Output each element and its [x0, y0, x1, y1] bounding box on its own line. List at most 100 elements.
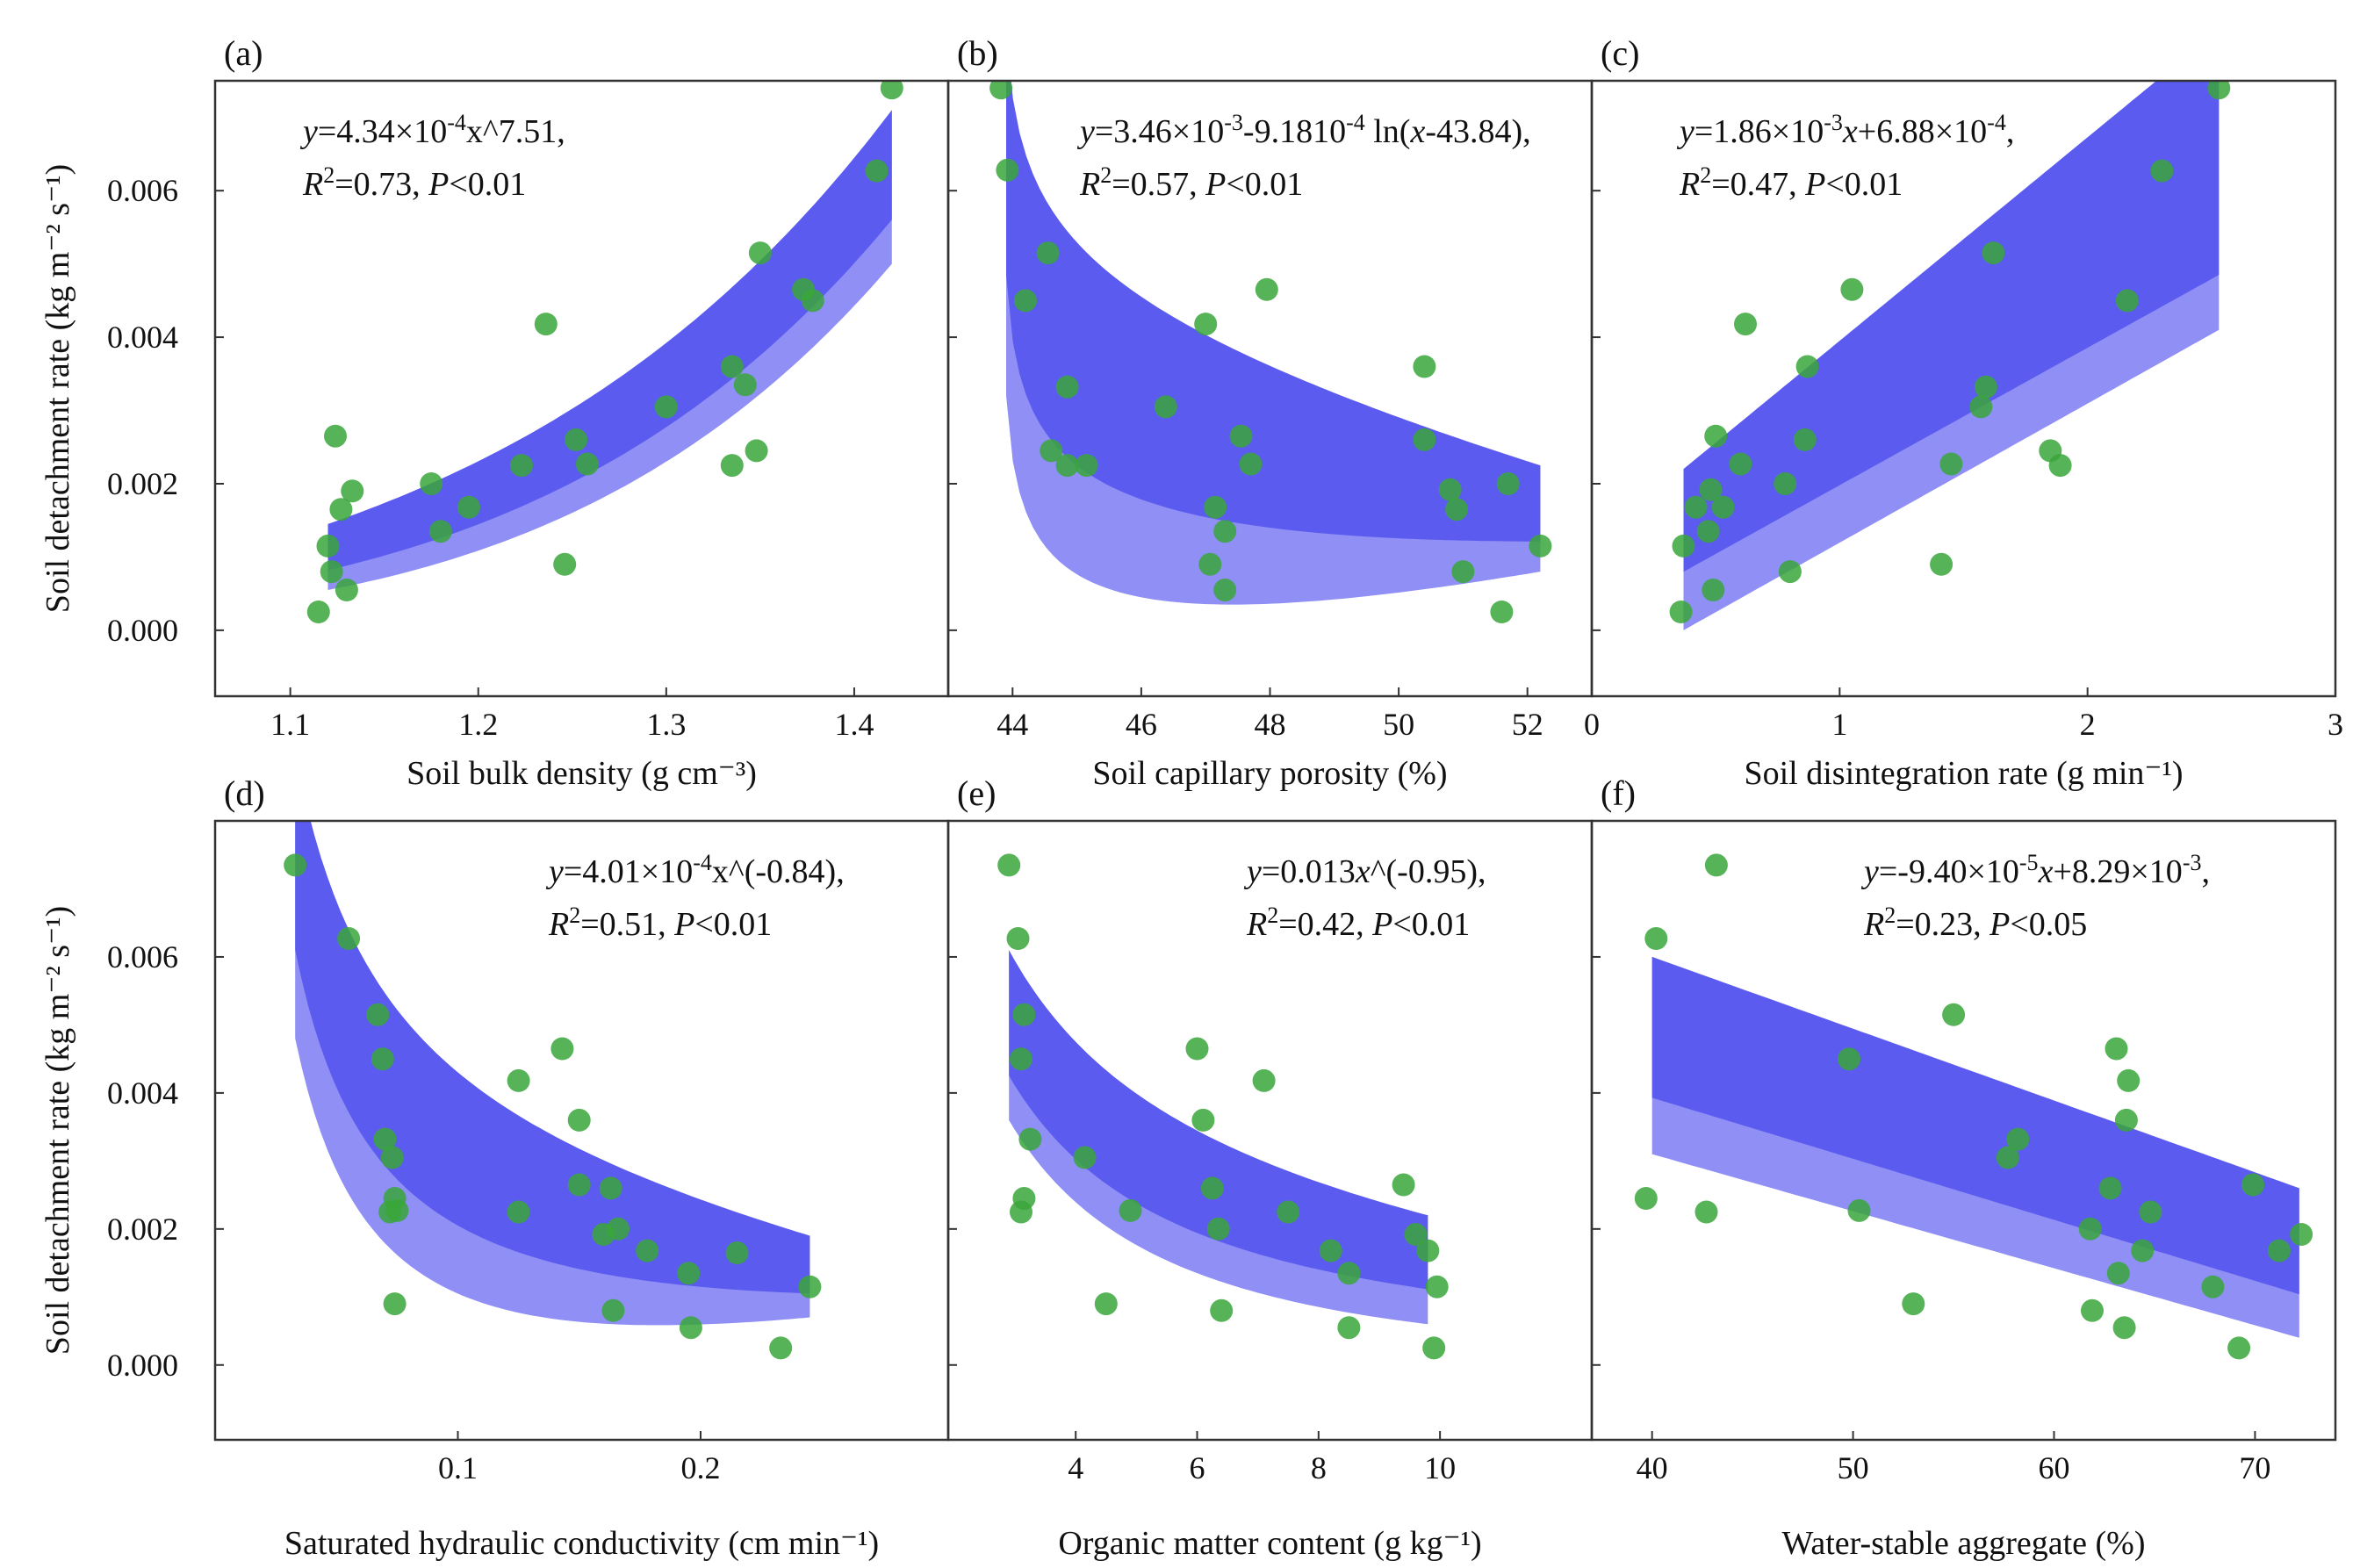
- data-point: [1930, 552, 1953, 576]
- equation: y=0.013x^(-0.95),: [1243, 853, 1486, 890]
- data-point: [720, 454, 744, 478]
- data-point: [1942, 1003, 1966, 1026]
- x-tick-label: 6: [1190, 1450, 1205, 1485]
- panel-label: (b): [957, 33, 998, 73]
- data-point: [636, 1239, 659, 1262]
- x-tick-label: 46: [1126, 707, 1157, 742]
- plot-area: [1669, 81, 2231, 630]
- data-point: [1337, 1316, 1361, 1340]
- y-axis-title: Soil detachment rate (kg m⁻² s⁻¹): [40, 906, 76, 1355]
- plot-area: [1634, 853, 2313, 1360]
- data-point: [2115, 289, 2139, 313]
- data-point: [507, 1200, 530, 1224]
- data-point: [1213, 579, 1237, 601]
- panel-e: 4 6 8 10 (e) Organic matter content (g kg⁻¹) y…: [946, 773, 1594, 1562]
- x-tick-label: 1.1: [270, 707, 310, 742]
- fit-stats: R2=0.42, P<0.01: [1246, 903, 1470, 944]
- data-point: [1055, 375, 1079, 399]
- data-point: [1010, 1047, 1032, 1071]
- data-point: [1006, 927, 1030, 950]
- data-point: [1014, 289, 1037, 313]
- data-point: [1729, 452, 1752, 476]
- data-point: [1696, 520, 1720, 543]
- data-point: [2150, 159, 2174, 183]
- data-point: [329, 498, 353, 521]
- data-point: [2048, 454, 2072, 478]
- y-tick-label: 0.000: [107, 1348, 178, 1383]
- data-point: [1255, 277, 1278, 301]
- data-point: [1672, 534, 1695, 557]
- data-point: [366, 1003, 390, 1026]
- data-point: [654, 395, 678, 419]
- data-point: [1119, 1198, 1142, 1222]
- panel-c: 0 1 2 3 (c) Soil disintegration rate (g min⁻¹…: [1584, 33, 2343, 792]
- data-point: [567, 1108, 591, 1132]
- y-tick-label: 0.002: [107, 466, 178, 501]
- equation: y=1.86×10-3x+6.88×10-4,: [1676, 110, 2014, 151]
- data-point: [1939, 452, 1963, 476]
- data-point: [1040, 439, 1063, 463]
- data-point: [1239, 452, 1263, 476]
- plot-area: [284, 821, 822, 1360]
- data-point: [1200, 1176, 1224, 1200]
- x-tick-label: 3: [2328, 707, 2343, 742]
- data-point: [1012, 1187, 1036, 1210]
- data-point: [769, 1336, 793, 1360]
- x-tick-label: 52: [1512, 707, 1543, 742]
- x-tick-label: 0.2: [680, 1450, 720, 1485]
- data-point: [1795, 355, 1819, 378]
- data-point: [2006, 1127, 2030, 1151]
- data-point: [1847, 1198, 1871, 1222]
- x-axis-title: Soil bulk density (g cm⁻³): [407, 755, 757, 792]
- data-point: [2139, 1200, 2162, 1224]
- x-axis-title: Organic matter content (g kg⁻¹): [1058, 1525, 1481, 1562]
- x-axis-title: Saturated hydraulic conductivity (cm min…: [284, 1525, 879, 1562]
- data-point: [565, 428, 588, 451]
- data-point: [306, 601, 330, 623]
- panel-b: 44 46 48 50 52 (b) Soil capillary porosity (%)…: [946, 33, 1594, 792]
- data-point: [798, 1275, 822, 1298]
- y-tick-label: 0.006: [107, 173, 178, 208]
- data-point: [550, 1037, 574, 1061]
- data-point: [2081, 1298, 2104, 1322]
- equation: y=3.46×10-3-9.1810-4 ln(x-43.84),: [1076, 110, 1531, 151]
- fit-stats: R2=0.57, P<0.01: [1079, 162, 1303, 204]
- data-point: [457, 495, 480, 519]
- x-tick-label: 40: [1637, 1450, 1668, 1485]
- data-point: [1694, 1200, 1718, 1224]
- data-point: [1711, 495, 1735, 519]
- panel-d: 0.1 0.2 0.000 0.002 0.004 0.006 (d) Saturated h…: [40, 773, 950, 1562]
- x-tick-label: 48: [1255, 707, 1286, 742]
- data-point: [2078, 1217, 2102, 1241]
- data-point: [720, 355, 744, 378]
- panel-label: (a): [224, 33, 263, 73]
- x-axis-title: Water-stable aggregate (%): [1782, 1525, 2146, 1562]
- y-tick-label: 0.006: [107, 939, 178, 975]
- data-point: [1438, 478, 1462, 501]
- data-point: [324, 424, 347, 448]
- x-tick-label: 10: [1424, 1450, 1456, 1485]
- data-point: [1012, 1003, 1036, 1026]
- data-point: [1392, 1173, 1415, 1197]
- data-point: [1634, 1187, 1658, 1210]
- data-point: [1191, 1108, 1215, 1132]
- data-point: [1075, 454, 1098, 478]
- data-point: [1490, 601, 1514, 623]
- data-point: [1734, 313, 1757, 336]
- data-point: [1774, 472, 1797, 495]
- data-point: [2106, 1262, 2130, 1285]
- data-point: [725, 1241, 749, 1264]
- plot-area: [306, 81, 903, 623]
- data-point: [380, 1146, 404, 1169]
- data-point: [1204, 495, 1227, 519]
- data-point: [534, 313, 558, 336]
- data-point: [1974, 375, 1997, 399]
- fit-stats: R2=0.47, P<0.01: [1679, 162, 1903, 204]
- equation: y=4.34×10-4x^7.51,: [299, 110, 565, 151]
- x-tick-label: 1.3: [646, 707, 686, 742]
- x-tick-label: 0.1: [438, 1450, 478, 1485]
- data-point: [733, 373, 757, 397]
- panel-label: (d): [224, 773, 265, 813]
- x-tick-label: 2: [2080, 707, 2096, 742]
